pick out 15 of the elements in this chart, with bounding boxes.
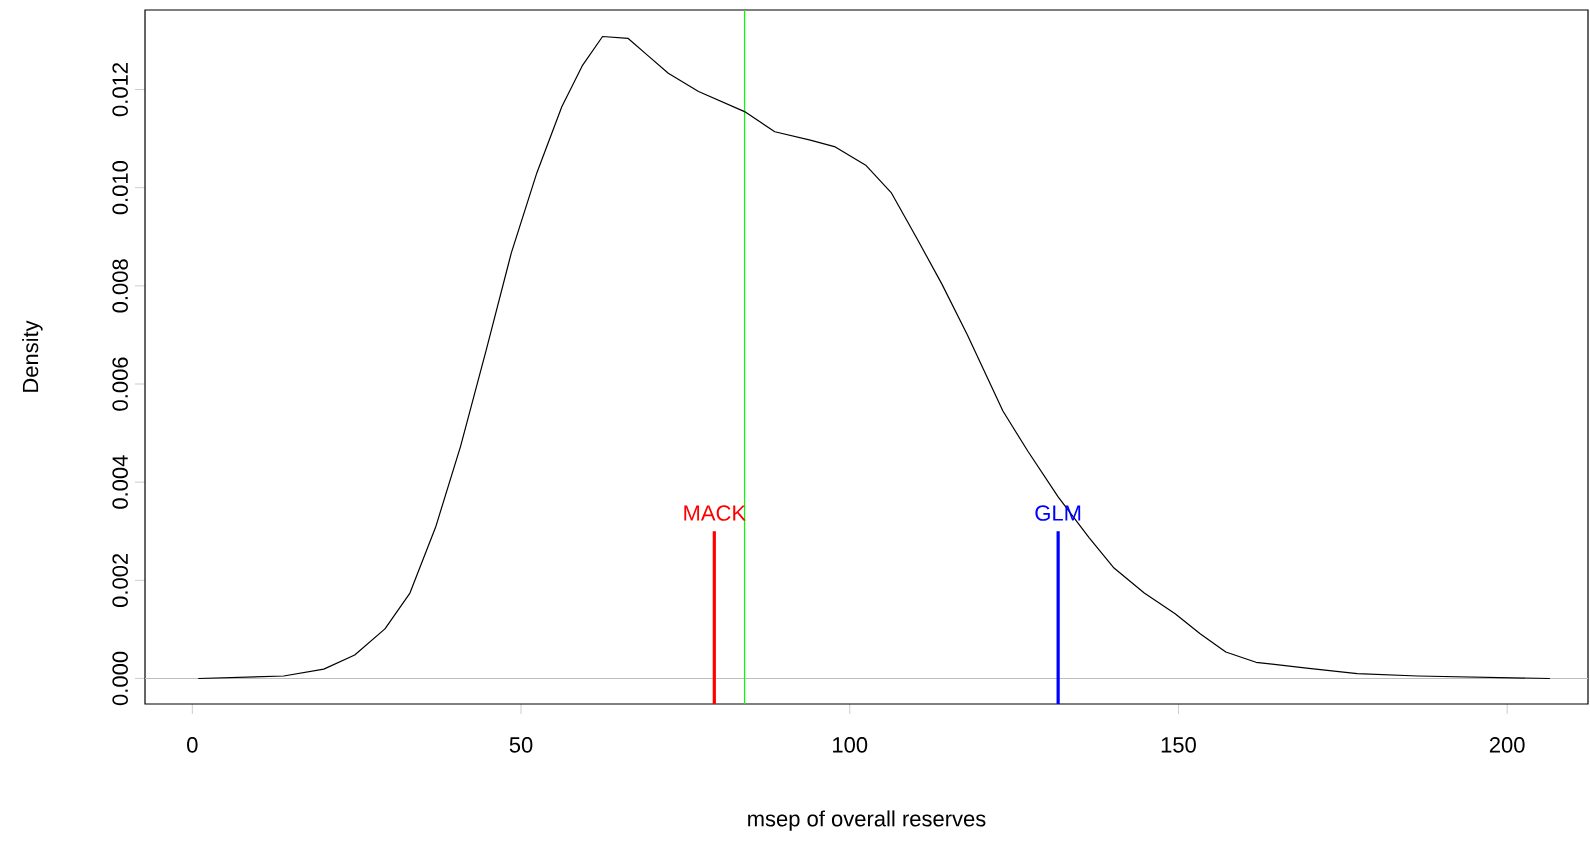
y-tick-label: 0.006 (112, 357, 128, 411)
y-tick-label: 0.002 (112, 553, 128, 607)
line-series (197, 35, 1551, 680)
y-tick-label: 0.010 (112, 161, 128, 215)
x-tick-label: 50 (509, 737, 533, 753)
y-tick-label: 0.004 (112, 455, 128, 509)
x-tick-label: 100 (833, 737, 868, 753)
y-tick-label: 0.012 (112, 63, 128, 117)
x-tick-label: 0 (187, 737, 198, 753)
x-tick-label: 150 (1161, 737, 1196, 753)
x-tick-label: 200 (1489, 737, 1525, 753)
y-axis-title: Density (22, 320, 43, 392)
y-tick-label: 0.000 (112, 651, 128, 706)
x-axis-title: msep of overall reserves (748, 810, 986, 831)
y-tick-label: 0.008 (112, 259, 128, 313)
